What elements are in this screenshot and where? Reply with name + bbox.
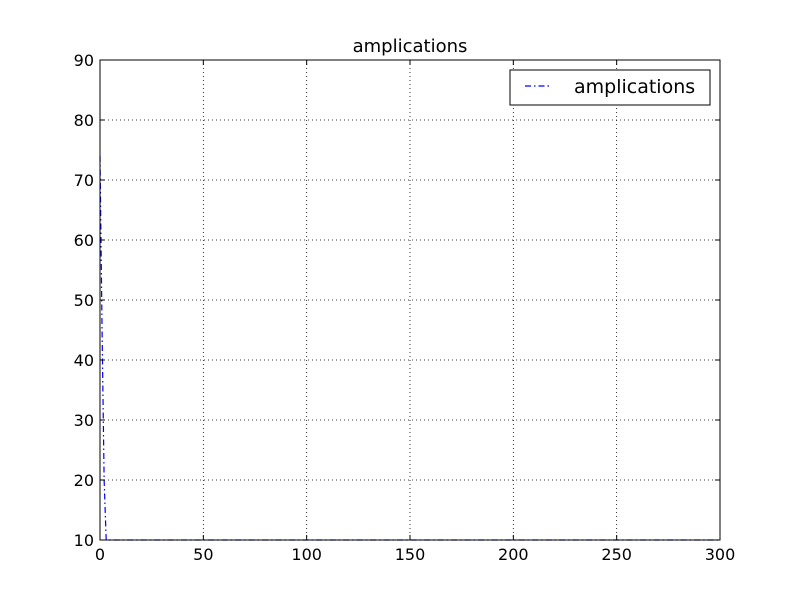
legend-label: amplications — [574, 76, 695, 98]
y-tick-label: 80 — [74, 111, 94, 130]
chart-title: amplications — [353, 36, 468, 57]
y-tick-label: 60 — [74, 231, 94, 250]
y-tick-label: 30 — [74, 411, 94, 430]
y-tick-label: 10 — [74, 531, 94, 550]
x-tick-label: 250 — [601, 545, 632, 564]
y-tick-label: 70 — [74, 171, 94, 190]
x-tick-label: 200 — [498, 545, 529, 564]
x-tick-label: 100 — [291, 545, 322, 564]
y-tick-label: 90 — [74, 51, 94, 70]
y-tick-label: 40 — [74, 351, 94, 370]
axis-ticks: 0 50 100 150 200 250 300 10 20 30 40 50 60 70 80 90 — [74, 51, 736, 564]
x-tick-label: 150 — [395, 545, 426, 564]
x-tick-label: 0 — [95, 545, 105, 564]
x-tick-label: 50 — [193, 545, 213, 564]
y-tick-label: 20 — [74, 471, 94, 490]
x-tick-label: 300 — [705, 545, 736, 564]
legend: amplications — [509, 69, 711, 106]
grid-lines — [100, 60, 720, 540]
y-tick-label: 50 — [74, 291, 94, 310]
legend-box — [509, 69, 711, 106]
